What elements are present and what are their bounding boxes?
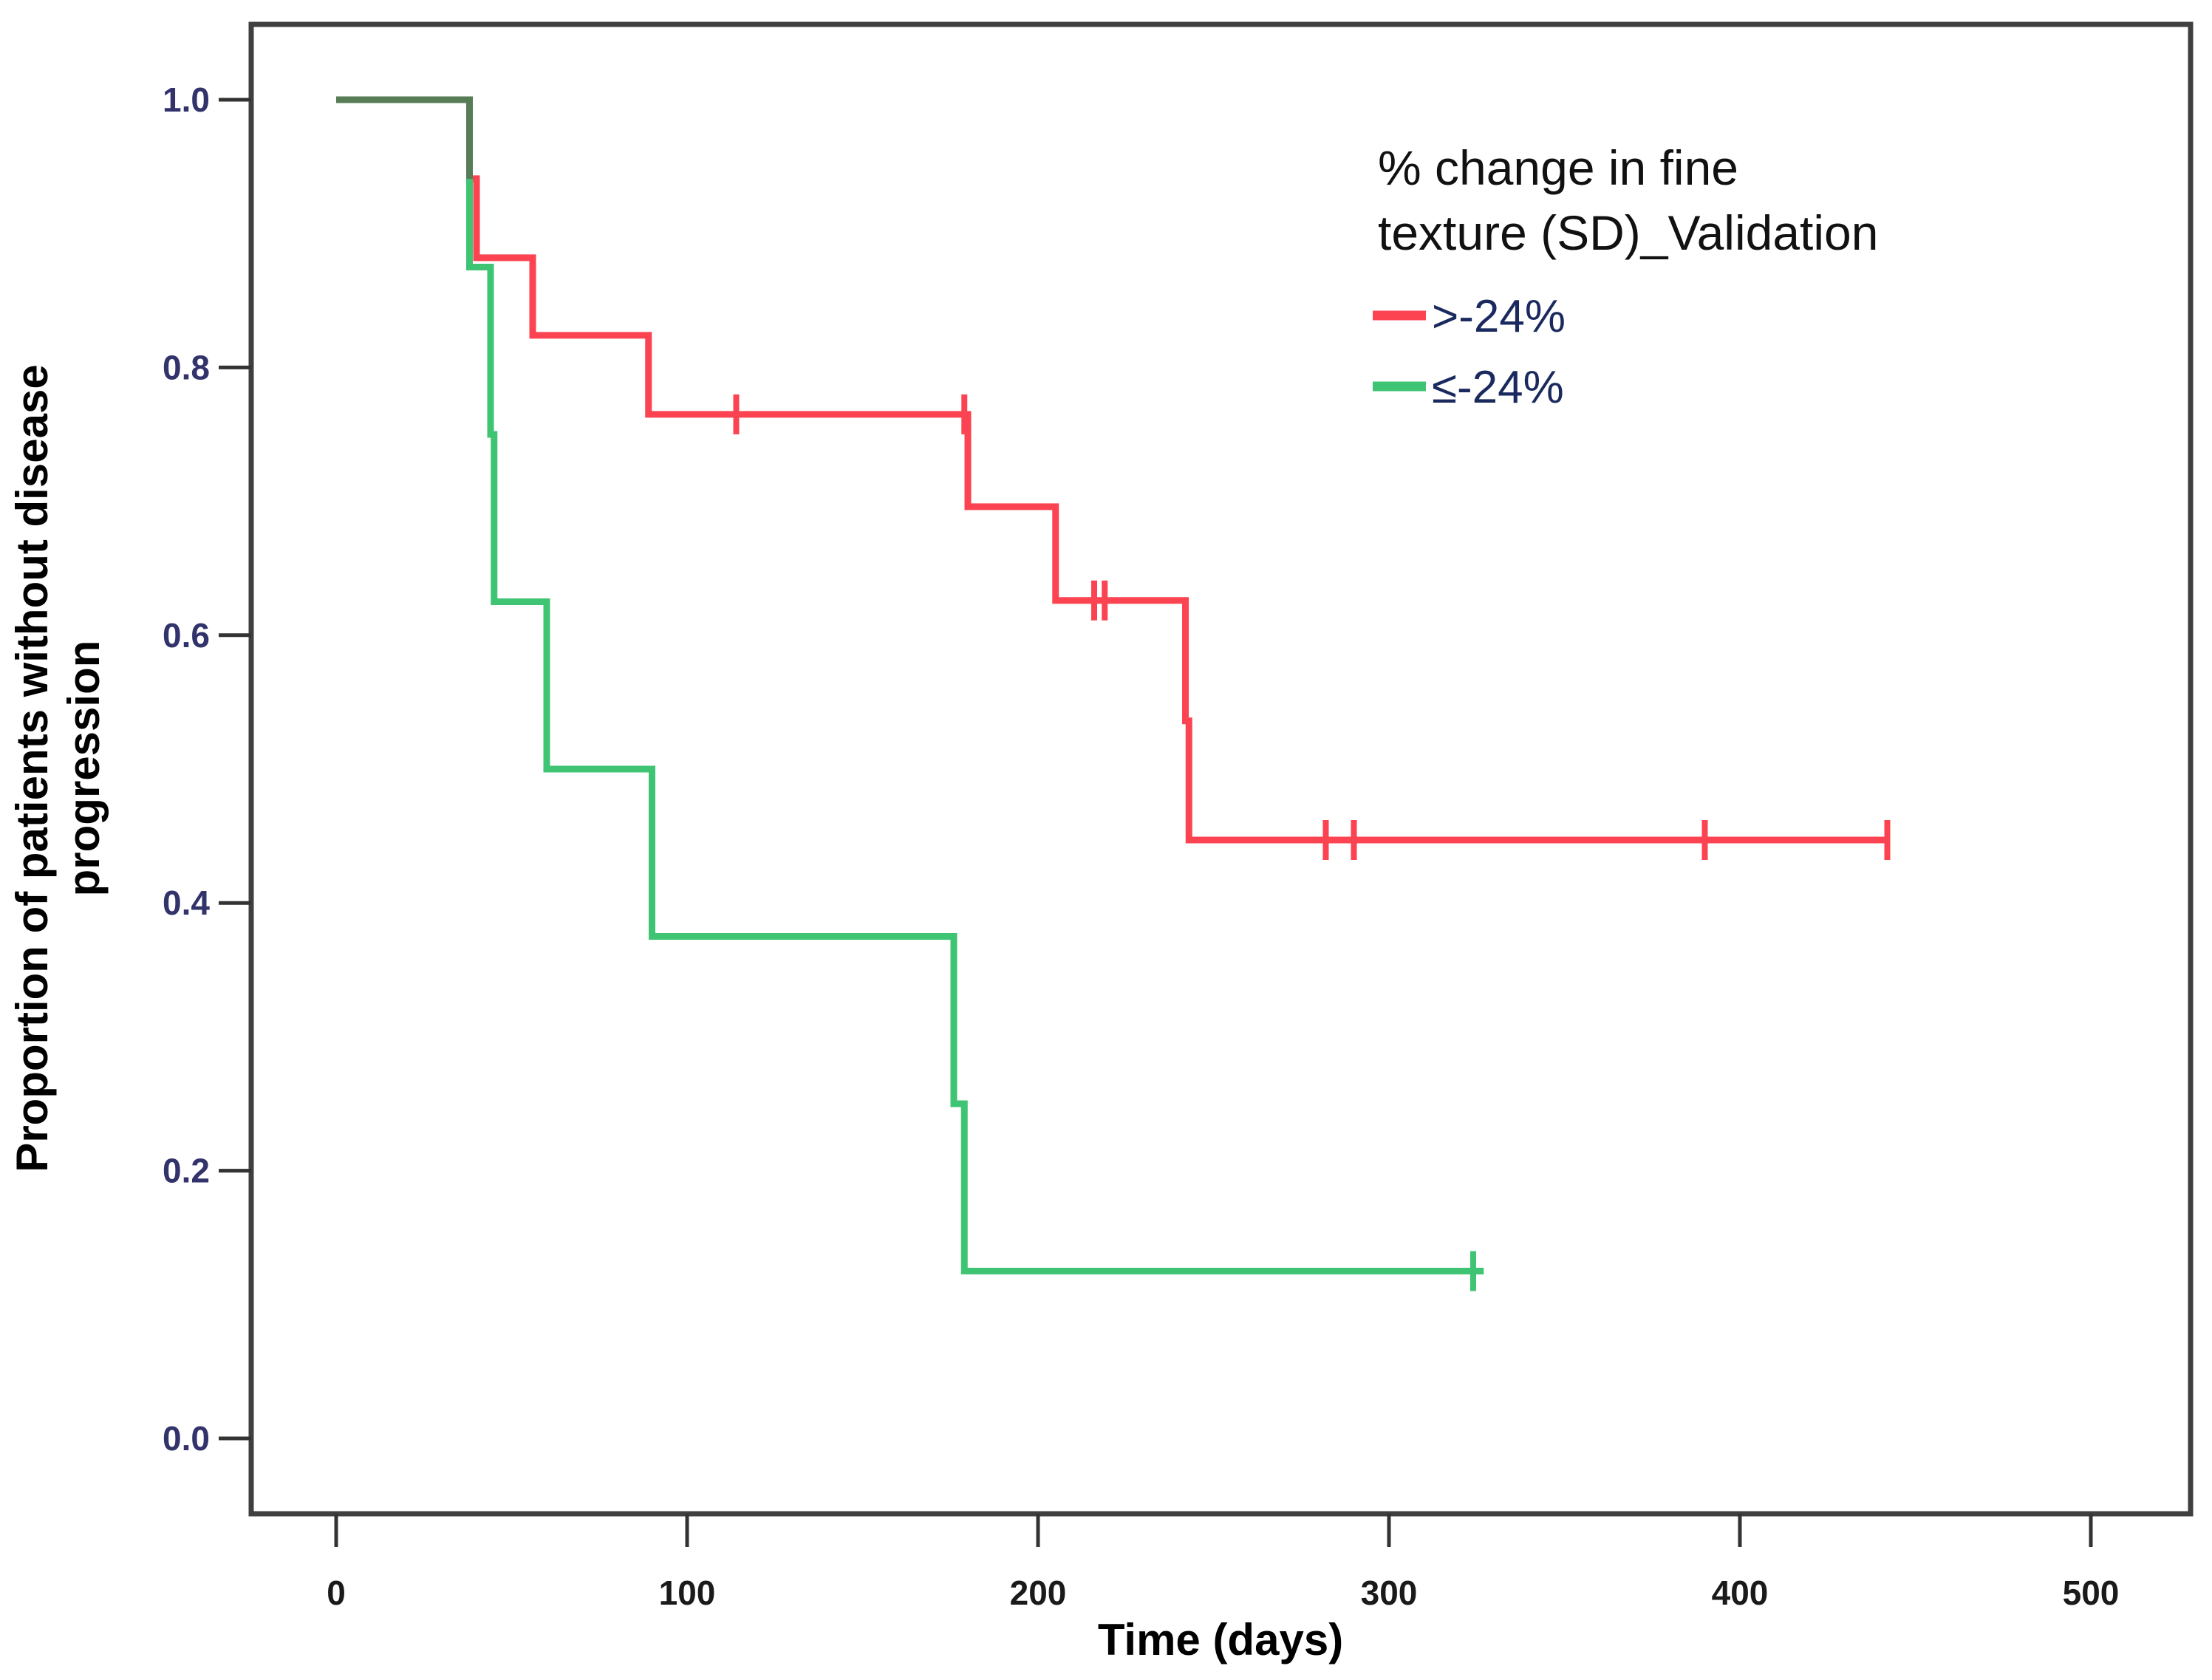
- y-tick-label: 0.6: [163, 616, 210, 655]
- legend: % change in fine texture (SD)_Validation…: [1373, 140, 1878, 413]
- km-curve-overlap-segment: [336, 96, 473, 179]
- legend-title-line1: % change in fine: [1378, 140, 1738, 195]
- legend-entry-label-green: ≤-24%: [1432, 362, 1564, 413]
- x-tick-label: 100: [659, 1574, 716, 1612]
- x-tick-label: 500: [2063, 1574, 2120, 1612]
- x-axis-title: Time (days): [1098, 1615, 1343, 1664]
- legend-entry-label-red: >-24%: [1432, 291, 1566, 342]
- y-tick-label: 0.2: [163, 1152, 210, 1190]
- x-tick-label: 400: [1712, 1574, 1769, 1612]
- y-axis-title-line1: Proportion of patients without disease: [7, 364, 57, 1172]
- y-axis-ticks: 0.0 0.2 0.4 0.6 0.8 1.0: [163, 81, 251, 1458]
- km-curves: [336, 96, 1891, 1291]
- x-axis-ticks: 0 100 200 300 400 500: [327, 1514, 2119, 1612]
- y-tick-label: 0.8: [163, 348, 210, 386]
- km-curve-green: [336, 96, 1484, 1274]
- legend-title-line2: texture (SD)_Validation: [1378, 205, 1878, 260]
- y-tick-label: 1.0: [163, 81, 210, 119]
- y-tick-label: 0.0: [163, 1419, 210, 1458]
- y-axis-title-line2: progression: [59, 641, 109, 897]
- km-curve-red: [336, 96, 1888, 844]
- plot-frame: [248, 21, 2194, 1517]
- y-tick-label: 0.4: [163, 884, 210, 922]
- x-tick-label: 300: [1361, 1574, 1418, 1612]
- x-tick-label: 0: [327, 1574, 346, 1612]
- x-tick-label: 200: [1010, 1574, 1067, 1612]
